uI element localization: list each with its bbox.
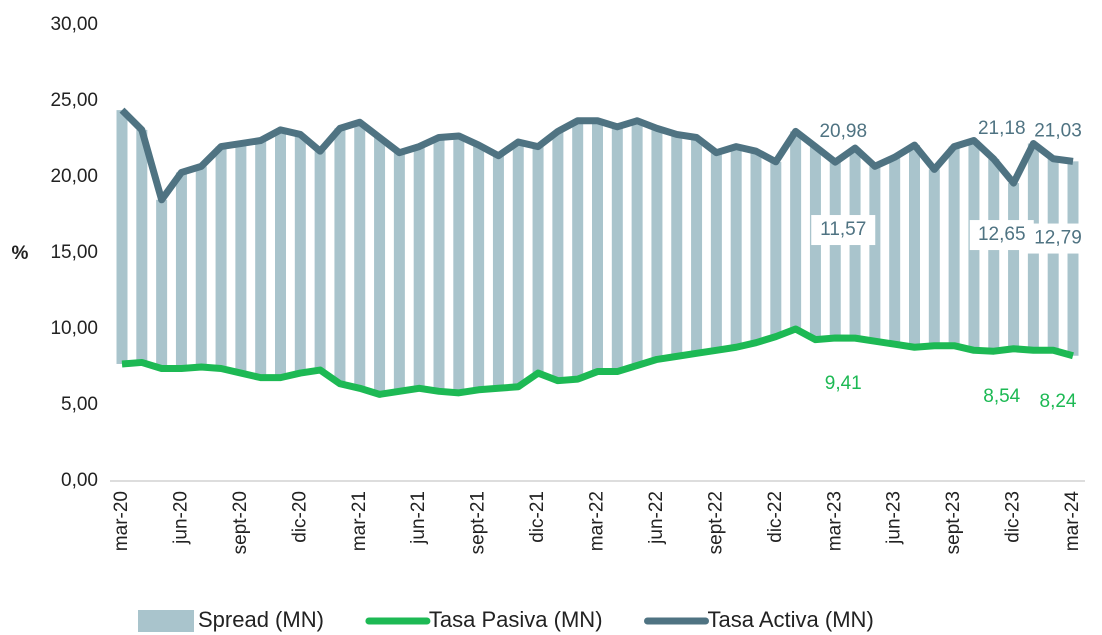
x-tick-label: dic-23 (1003, 491, 1024, 543)
y-tick-label: 5,00 (61, 394, 98, 415)
x-tick-label: mar-24 (1062, 491, 1083, 552)
line (119, 107, 1074, 204)
bar (928, 169, 940, 346)
x-tick-label: sept-21 (468, 491, 489, 554)
x-tick-label: mar-22 (587, 491, 608, 551)
bar (215, 146, 227, 369)
y-tick-label: 0,00 (61, 470, 98, 491)
x-tick-label: jun-23 (884, 491, 905, 545)
x-tick-label: dic-22 (765, 491, 786, 543)
data-label: 21,03 (1034, 120, 1082, 141)
bar (453, 135, 465, 393)
data-label: 20,98 (819, 121, 867, 142)
legend-label: Tasa Pasiva (MN) (429, 607, 603, 632)
x-tick-label: jun-22 (646, 491, 667, 545)
bar (413, 146, 425, 389)
bar (829, 162, 841, 338)
bar (136, 129, 148, 363)
data-label: 12,65 (978, 224, 1026, 245)
data-label: 8,54 (983, 386, 1020, 407)
data-label: 8,24 (1040, 391, 1077, 412)
bar (334, 128, 346, 384)
y-tick-label: 25,00 (50, 90, 98, 111)
x-tick-label: sept-23 (943, 491, 964, 554)
bar (433, 137, 445, 392)
bar (592, 120, 603, 372)
x-tick-label: mar-23 (824, 491, 845, 551)
legend-label: Tasa Activa (MN) (708, 607, 874, 632)
bar (651, 128, 663, 360)
x-tick-label: mar-21 (349, 491, 370, 551)
bar (572, 120, 584, 380)
data-label: 9,41 (825, 373, 862, 394)
x-tick-label: mar-20 (111, 491, 132, 551)
bar (492, 155, 504, 389)
x-tick-label: sept-22 (705, 491, 726, 554)
bar (948, 146, 960, 346)
bar (611, 126, 623, 372)
bar (393, 152, 405, 392)
bar (790, 131, 802, 329)
bar (275, 129, 286, 378)
label-bg (1026, 223, 1090, 254)
bar (473, 145, 485, 390)
label-bg (811, 215, 876, 246)
x-tick-label: dic-21 (527, 491, 548, 543)
bar (195, 166, 207, 367)
bar (909, 145, 920, 348)
y-tick-label: 10,00 (50, 318, 98, 339)
bar (512, 142, 524, 387)
bar (156, 199, 168, 369)
bar (691, 137, 703, 354)
legend-label: Spread (MN) (198, 607, 324, 632)
bar (671, 134, 683, 357)
line (121, 325, 1074, 398)
x-tick-label: sept-20 (230, 491, 251, 554)
label-bg (969, 220, 1034, 251)
x-tick-label: jun-20 (170, 491, 191, 545)
bar (1047, 158, 1059, 351)
bar (314, 151, 326, 371)
bar (631, 120, 643, 366)
bar (710, 152, 722, 351)
x-tick-label: jun-21 (408, 491, 429, 545)
bar (235, 143, 247, 374)
y-axis-label: % (12, 243, 29, 264)
bar (988, 158, 1000, 352)
bar (294, 134, 306, 374)
y-tick-label: 20,00 (50, 166, 98, 187)
bar (175, 172, 187, 369)
bar (770, 161, 782, 337)
bar (750, 151, 762, 343)
bar (255, 140, 267, 378)
data-label: 11,57 (820, 219, 866, 240)
bar (730, 146, 742, 348)
bar (354, 122, 366, 389)
y-tick-label: 15,00 (50, 242, 98, 263)
data-label: 12,79 (1034, 228, 1082, 249)
bar (1067, 161, 1079, 356)
bar (889, 157, 901, 345)
bar (116, 110, 128, 364)
y-tick-label: 30,00 (50, 14, 98, 35)
x-tick-label: dic-20 (289, 491, 310, 543)
data-label: 21,18 (978, 118, 1026, 139)
bar (532, 146, 544, 374)
bar (374, 137, 386, 395)
legend-swatch (138, 610, 194, 632)
bar (552, 131, 564, 381)
bar (869, 166, 881, 342)
bar (1008, 183, 1020, 349)
